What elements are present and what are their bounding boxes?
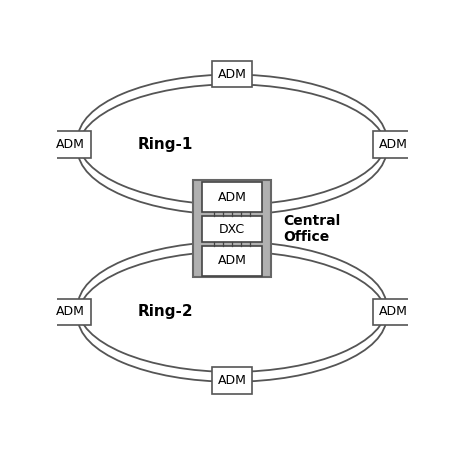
FancyBboxPatch shape (202, 216, 262, 242)
Text: ADM: ADM (56, 138, 85, 151)
Text: Central
Office: Central Office (283, 214, 340, 244)
Text: ADM: ADM (218, 191, 246, 204)
Text: Ring-1: Ring-1 (138, 137, 193, 152)
FancyBboxPatch shape (212, 61, 252, 87)
FancyBboxPatch shape (50, 298, 91, 325)
Text: Ring-2: Ring-2 (138, 304, 193, 319)
FancyBboxPatch shape (373, 131, 414, 158)
FancyBboxPatch shape (373, 298, 414, 325)
FancyBboxPatch shape (202, 182, 262, 213)
Text: ADM: ADM (218, 254, 246, 267)
Text: ADM: ADM (218, 68, 246, 81)
FancyBboxPatch shape (202, 246, 262, 276)
Text: ADM: ADM (218, 374, 246, 387)
Text: DXC: DXC (219, 223, 245, 235)
FancyBboxPatch shape (212, 367, 252, 393)
FancyBboxPatch shape (50, 131, 91, 158)
Text: ADM: ADM (379, 138, 408, 151)
FancyBboxPatch shape (193, 180, 271, 276)
Text: ADM: ADM (379, 305, 408, 318)
Text: ADM: ADM (56, 305, 85, 318)
